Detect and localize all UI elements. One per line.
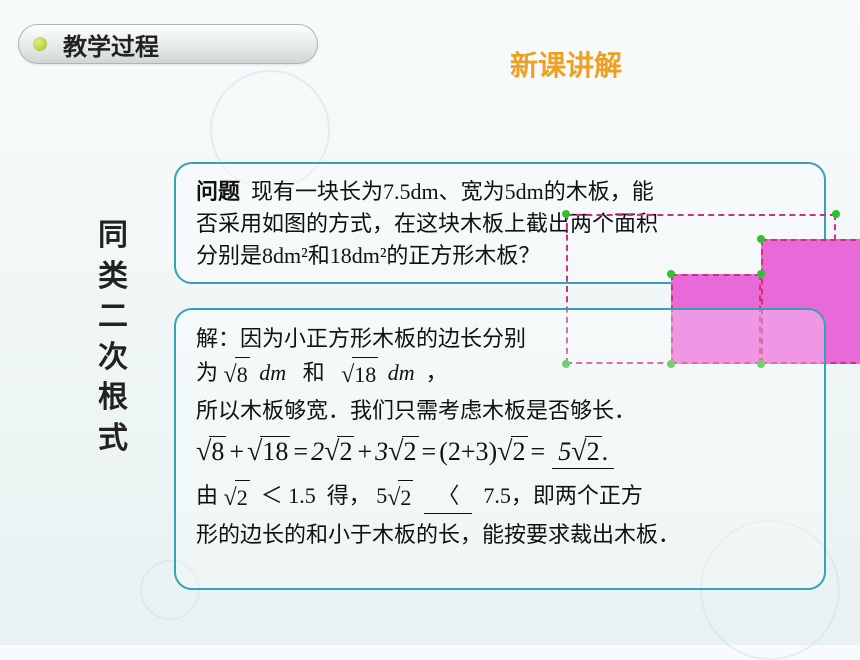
sqrt-icon: √2 [571,436,601,468]
sol-l5-b: 得， [327,483,371,508]
problem-line3: 分别是8dm²和18dm²的正方形木板？ [196,243,540,268]
eq-lhs-b: 18 [260,436,290,467]
eq-mid-a-coef: 2 [311,437,324,467]
sqrt-icon: √2 [324,436,354,468]
sqrt-icon: √18 [247,436,290,468]
sqrt-icon: √2 [497,436,527,468]
sqrt-18-icon: √18 [341,357,378,394]
problem-line1: 现有一块长为7.5dm、宽为5dm的木板，能 [251,179,654,204]
sol-l2-a: 为 [196,360,218,385]
eq-mid-b-coef: 3 [375,437,388,467]
sqrt-8-icon: √8 [224,357,250,394]
sqrt-2-icon: √2 [224,480,250,517]
vertex-point-icon [757,235,765,243]
header-dot-icon [33,37,47,51]
sol-l5-a: 由 [196,483,218,508]
eq-mid-a-rad: 2 [337,436,354,467]
slide-subtitle: 新课讲解 [510,44,622,84]
ans-coef: 5 [558,437,571,466]
cmp-op: ＜ [261,483,283,508]
eq-group: (2+3) [439,437,497,467]
vertex-point-icon [562,210,570,218]
cmp-val: 1.5 [288,483,316,508]
sqrt-icon: √2 [388,436,418,468]
ans-rad: 2 [585,436,602,467]
unit-dm: dm [255,360,286,385]
equation-line: √8 + √18 = 2 √2 + 3 √2 = (2+3) √2 = 5√2. [196,436,804,469]
sol-comma: ， [426,360,448,385]
solution-line3: 所以木板够宽．我们只需考虑木板是否够长． [196,394,804,428]
sqrt-8-arg: 8 [235,357,250,392]
solution-line1: 解：因为小正方形木板的边长分别 [196,322,804,356]
sol-l5-c: ，即两个正方 [511,483,643,508]
problem-label: 问题 [196,179,240,204]
sqrt-icon: √8 [196,436,226,468]
solution-line5: 由 √2 ＜ 1.5 得， 5√2 〈 7.5，即两个正方 [196,479,804,517]
vertex-point-icon [667,270,675,278]
sol-and: 和 [303,360,325,385]
side-vertical-title: 同类二次根式 [96,216,130,459]
header-title: 教学过程 [63,27,159,62]
five-rad: 2 [398,480,413,515]
rhs-val: 7.5 [483,483,511,508]
ans-period: . [602,437,609,466]
five-coef: 5 [376,483,387,508]
solution-box: 解：因为小正方形木板的边长分别 为 √8 dm 和 √18 dm ， 所以木板够… [174,308,826,590]
unit-dm-2: dm [384,360,415,385]
eq-lhs-a: 8 [209,436,226,467]
vertex-point-icon [832,210,840,218]
equation-answer: 5√2. [552,436,614,469]
sqrt-2-icon: √2 [387,480,413,517]
eq-group-rad: 2 [511,436,528,467]
eq-mid-b-rad: 2 [402,436,419,467]
solution-line6: 形的边长的和小于木板的长，能按要求裁出木板． [196,518,804,552]
cmp-rad: 2 [235,480,250,515]
vertex-point-icon [757,270,765,278]
blank-compare: 〈 [424,479,472,514]
sqrt-18-arg: 18 [352,357,378,392]
solution-line2: 为 √8 dm 和 √18 dm ， [196,356,804,394]
header-pill: 教学过程 [18,24,318,64]
